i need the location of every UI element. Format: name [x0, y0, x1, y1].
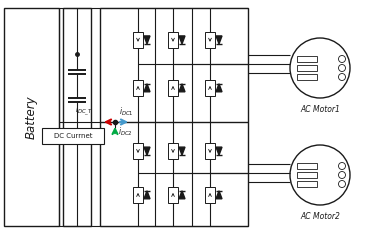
Bar — [42, 128, 104, 144]
Bar — [168, 187, 178, 203]
Bar — [205, 187, 215, 203]
Bar — [205, 80, 215, 96]
Polygon shape — [179, 36, 185, 44]
Text: AC Motor2: AC Motor2 — [300, 212, 340, 221]
Polygon shape — [216, 36, 222, 44]
Bar — [133, 32, 143, 48]
Text: AC Motor1: AC Motor1 — [300, 105, 340, 114]
Polygon shape — [216, 191, 222, 199]
Bar — [168, 143, 178, 159]
Bar — [297, 172, 317, 178]
Bar — [297, 65, 317, 71]
Bar — [133, 187, 143, 203]
Text: $i_{DC2}$: $i_{DC2}$ — [118, 126, 133, 138]
Bar — [205, 143, 215, 159]
Text: $i_{DC1}$: $i_{DC1}$ — [119, 106, 134, 118]
Bar — [297, 163, 317, 169]
Polygon shape — [144, 36, 150, 44]
Bar — [205, 32, 215, 48]
Bar — [297, 56, 317, 62]
Text: Battery: Battery — [25, 95, 38, 139]
Bar — [100, 8, 248, 226]
Bar — [297, 74, 317, 80]
Polygon shape — [216, 147, 222, 155]
Bar — [168, 32, 178, 48]
Bar — [168, 80, 178, 96]
Polygon shape — [179, 84, 185, 92]
Bar — [297, 181, 317, 187]
Bar — [63, 8, 91, 226]
Bar — [133, 143, 143, 159]
Polygon shape — [144, 147, 150, 155]
Bar — [4, 8, 59, 226]
Text: $i_{DC\_T}$: $i_{DC\_T}$ — [75, 104, 93, 118]
Polygon shape — [216, 84, 222, 92]
Bar — [133, 80, 143, 96]
Polygon shape — [179, 147, 185, 155]
Text: DC Currnet: DC Currnet — [54, 133, 92, 139]
Polygon shape — [144, 191, 150, 199]
Polygon shape — [144, 84, 150, 92]
Polygon shape — [179, 191, 185, 199]
